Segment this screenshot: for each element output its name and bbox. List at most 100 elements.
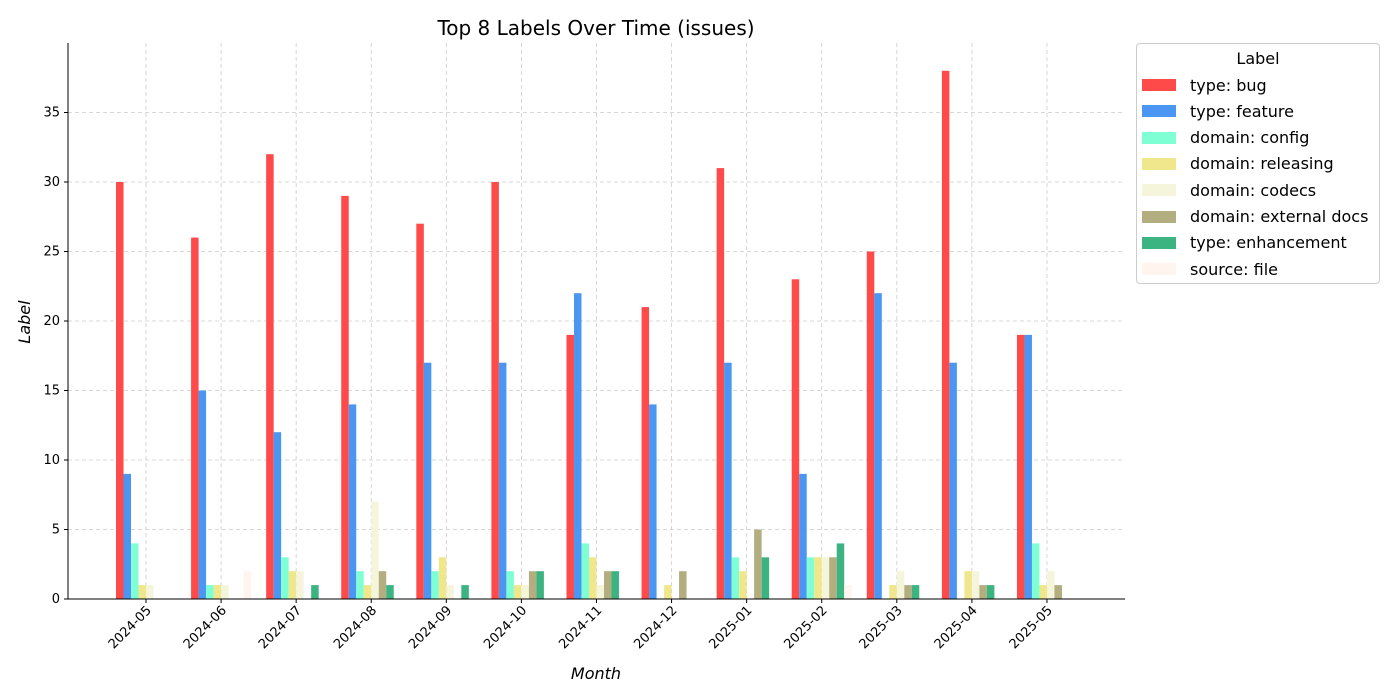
bar <box>806 557 815 599</box>
legend-label: type: enhancement <box>1190 233 1347 253</box>
legend-item: type: enhancement <box>1142 233 1347 253</box>
x-tick-label: 2024-07 <box>256 603 305 652</box>
bar <box>821 557 830 599</box>
bar <box>123 473 131 599</box>
bar <box>1046 571 1055 599</box>
bar <box>498 362 507 599</box>
bar <box>1016 334 1025 599</box>
legend-item: source: file <box>1142 259 1278 279</box>
x-tick-label: 2025-01 <box>706 603 755 652</box>
bars <box>116 70 1062 600</box>
legend-label: domain: codecs <box>1190 180 1317 200</box>
legend-swatch <box>1142 131 1176 144</box>
bar <box>513 585 522 599</box>
bar <box>213 585 222 599</box>
bar <box>566 334 574 599</box>
legend-item: type: bug <box>1142 75 1267 95</box>
legend-item: domain: releasing <box>1142 154 1334 174</box>
bar <box>521 585 529 599</box>
bar <box>1031 543 1040 599</box>
bar <box>416 223 424 599</box>
bar <box>266 154 274 599</box>
bar <box>461 585 469 599</box>
chart-title: Top 8 Labels Over Time (issues) <box>436 16 754 40</box>
bar <box>221 585 229 599</box>
bar <box>829 557 837 599</box>
bar <box>596 585 604 599</box>
x-tick-label: 2025-02 <box>782 603 831 652</box>
bar <box>138 585 146 599</box>
bar <box>348 404 357 599</box>
x-tick-label: 2025-05 <box>1007 603 1056 652</box>
bar <box>371 501 379 599</box>
legend: Label type: bug type: feature domain: conf… <box>1136 43 1380 284</box>
bar <box>949 362 957 599</box>
x-tick-label: 2025-03 <box>857 603 906 652</box>
bar <box>911 585 920 599</box>
bar <box>603 571 612 599</box>
bar <box>446 585 454 599</box>
bar <box>611 571 619 599</box>
bar <box>288 571 297 599</box>
bar <box>716 168 725 599</box>
bar <box>273 432 282 599</box>
bar <box>754 529 762 599</box>
y-tick-label: 10 <box>43 453 60 468</box>
bar <box>889 585 897 599</box>
bar <box>588 557 597 599</box>
bar <box>649 404 657 599</box>
bar <box>423 362 432 599</box>
bar <box>506 571 514 599</box>
x-tick-label: 2024-05 <box>106 603 155 652</box>
legend-item: type: feature <box>1142 101 1294 121</box>
bar <box>206 585 214 599</box>
bar <box>986 585 995 599</box>
bar <box>116 182 124 599</box>
x-axis-label: Month <box>571 664 621 683</box>
bar <box>679 571 687 599</box>
x-tick-label: 2024-12 <box>631 603 680 652</box>
legend-item: domain: config <box>1142 128 1309 148</box>
x-tick-label: 2024-06 <box>181 603 230 652</box>
bar <box>1054 585 1062 599</box>
bar <box>814 557 822 599</box>
x-tick-label: 2025-04 <box>932 603 981 652</box>
legend-label: domain: config <box>1190 128 1310 148</box>
legend-title: Label <box>1236 49 1280 68</box>
bar <box>581 543 589 599</box>
bar <box>198 390 207 599</box>
bar <box>281 557 289 599</box>
bar <box>739 571 747 599</box>
bar <box>341 195 349 599</box>
bar <box>874 293 882 599</box>
bar <box>761 557 770 599</box>
bar <box>131 543 139 599</box>
legend-swatch <box>1142 157 1176 170</box>
bar <box>356 571 364 599</box>
bar <box>844 585 852 599</box>
bar <box>243 571 252 599</box>
bar <box>971 571 980 599</box>
legend-swatch <box>1142 184 1176 197</box>
bar <box>491 182 499 599</box>
y-tick-label: 35 <box>43 106 60 121</box>
bar <box>641 307 650 599</box>
legend-item: domain: external docs <box>1142 207 1368 227</box>
bar <box>799 473 807 599</box>
y-tick-label: 20 <box>43 314 60 329</box>
bar <box>904 585 912 599</box>
bar <box>979 585 987 599</box>
bar <box>731 557 740 599</box>
grid-lines <box>68 43 1125 600</box>
bar <box>836 543 845 599</box>
bar <box>431 571 439 599</box>
bar <box>664 585 672 599</box>
legend-item: domain: codecs <box>1142 180 1316 200</box>
y-tick-label: 25 <box>43 245 60 260</box>
bar <box>941 70 950 600</box>
bar <box>438 557 447 599</box>
bar <box>386 585 394 599</box>
x-tick-label: 2024-10 <box>481 603 530 652</box>
bar <box>378 571 387 599</box>
y-tick-label: 30 <box>43 175 60 190</box>
